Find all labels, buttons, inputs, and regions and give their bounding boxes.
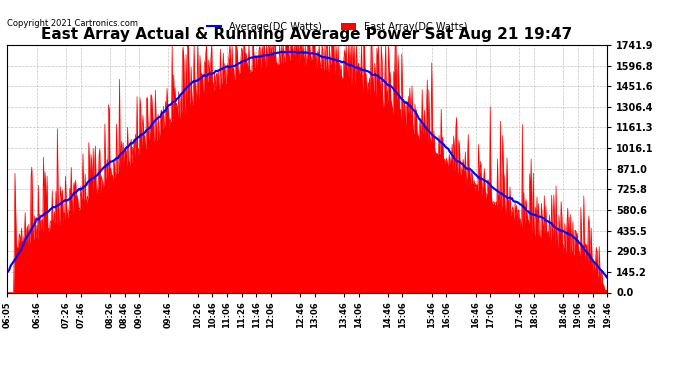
Title: East Array Actual & Running Average Power Sat Aug 21 19:47: East Array Actual & Running Average Powe…	[41, 27, 573, 42]
Text: Copyright 2021 Cartronics.com: Copyright 2021 Cartronics.com	[7, 19, 138, 28]
Legend: Average(DC Watts), East Array(DC Watts): Average(DC Watts), East Array(DC Watts)	[203, 18, 471, 36]
